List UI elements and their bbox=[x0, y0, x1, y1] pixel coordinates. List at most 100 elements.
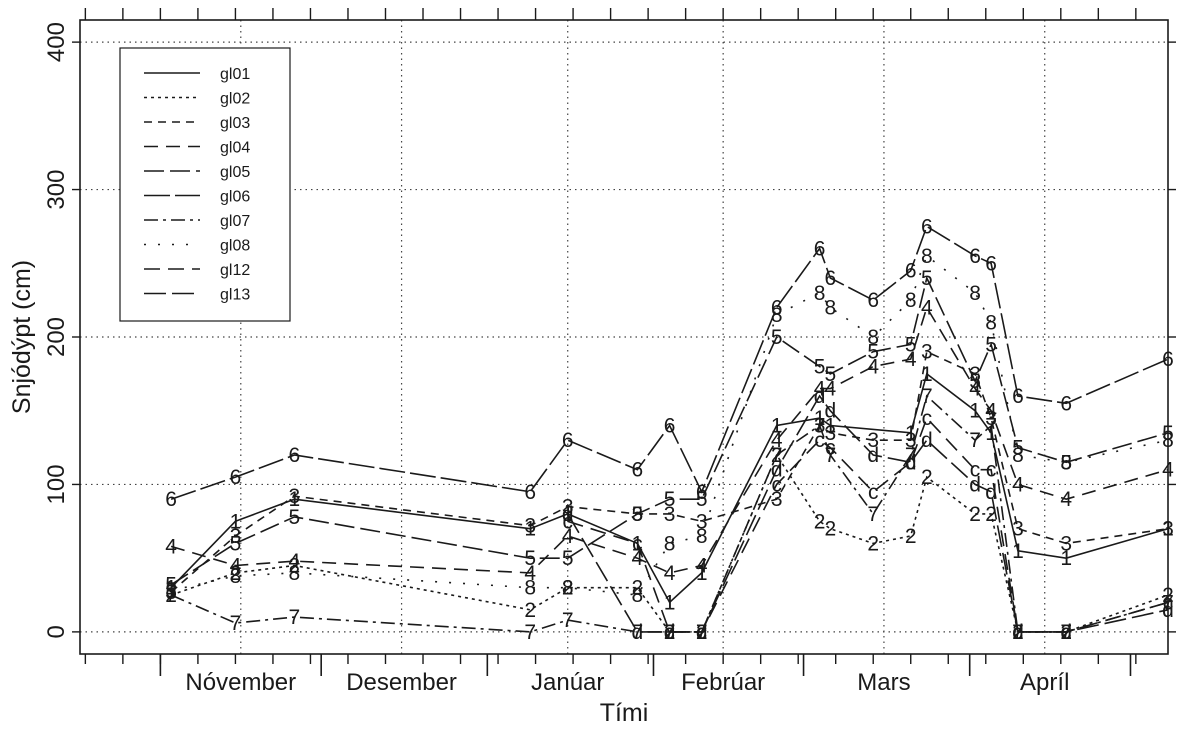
marker-gl01: 1 bbox=[230, 510, 242, 533]
marker-gl04: 4 bbox=[632, 547, 644, 570]
marker-gl13: d bbox=[664, 621, 676, 644]
marker-gl03: 3 bbox=[524, 515, 536, 538]
marker-gl07: 7 bbox=[1060, 621, 1072, 644]
marker-gl02: 2 bbox=[632, 577, 644, 600]
marker-gl07: 7 bbox=[905, 444, 917, 467]
series-line-gl06 bbox=[170, 225, 1169, 500]
marker-gl03: 3 bbox=[664, 503, 676, 526]
marker-gl02: 2 bbox=[1060, 621, 1072, 644]
marker-gl12: c bbox=[970, 459, 981, 482]
marker-gl13: d bbox=[905, 451, 917, 474]
marker-gl01: 1 bbox=[289, 488, 301, 511]
marker-gl06: 6 bbox=[524, 481, 536, 504]
marker-gl03: 3 bbox=[969, 363, 981, 386]
marker-gl07: 7 bbox=[969, 429, 981, 452]
marker-gl07: 7 bbox=[165, 584, 177, 607]
marker-gl07: 7 bbox=[814, 414, 826, 437]
legend-label-gl13: gl13 bbox=[220, 287, 250, 304]
marker-gl13: d bbox=[696, 621, 708, 644]
marker-gl13: d bbox=[825, 400, 837, 423]
marker-gl02: 2 bbox=[230, 562, 242, 585]
marker-gl12: c bbox=[1061, 621, 1072, 644]
marker-gl03: 3 bbox=[771, 488, 783, 511]
x-month-label: Janúar bbox=[531, 669, 604, 696]
marker-gl04: 4 bbox=[696, 555, 708, 578]
marker-gl03: 3 bbox=[1012, 518, 1024, 541]
marker-gl05: 5 bbox=[230, 532, 242, 555]
marker-gl01: 1 bbox=[814, 407, 826, 430]
marker-gl01: 1 bbox=[562, 503, 574, 526]
y-tick-label: 300 bbox=[43, 170, 70, 210]
marker-gl08: 8 bbox=[825, 297, 837, 320]
legend-label-gl07: gl07 bbox=[220, 213, 250, 230]
marker-gl06: 6 bbox=[696, 481, 708, 504]
marker-gl08: 8 bbox=[524, 577, 536, 600]
marker-gl02: 2 bbox=[969, 503, 981, 526]
marker-gl04: 4 bbox=[1060, 488, 1072, 511]
marker-gl02: 2 bbox=[524, 599, 536, 622]
marker-gl05: 5 bbox=[814, 355, 826, 378]
marker-gl13: d bbox=[632, 621, 644, 644]
marker-gl02: 2 bbox=[867, 532, 879, 555]
y-axis-title: Snjódýpt (cm) bbox=[8, 260, 36, 414]
marker-gl03: 3 bbox=[1060, 532, 1072, 555]
marker-gl05: 5 bbox=[696, 488, 708, 511]
marker-gl07: 7 bbox=[524, 621, 536, 644]
marker-gl02: 2 bbox=[1012, 621, 1024, 644]
marker-gl01: 1 bbox=[969, 400, 981, 423]
marker-gl03: 3 bbox=[867, 429, 879, 452]
marker-gl06: 6 bbox=[1060, 392, 1072, 415]
marker-gl04: 4 bbox=[867, 355, 879, 378]
x-month-label: Nóvember bbox=[185, 669, 296, 696]
legend-label-gl08: gl08 bbox=[220, 238, 250, 255]
marker-gl08: 8 bbox=[985, 311, 997, 334]
marker-gl08: 8 bbox=[867, 326, 879, 349]
marker-gl07: 7 bbox=[1012, 621, 1024, 644]
y-tick-label: 0 bbox=[43, 625, 70, 638]
marker-gl07: 7 bbox=[289, 606, 301, 629]
series-line-gl05 bbox=[170, 275, 1169, 586]
marker-gl07: 7 bbox=[632, 621, 644, 644]
marker-gl06: 6 bbox=[165, 488, 177, 511]
marker-gl08: 8 bbox=[771, 304, 783, 327]
marker-gl07: 7 bbox=[664, 621, 676, 644]
marker-gl01: 1 bbox=[696, 562, 708, 585]
series-line-gl13 bbox=[567, 394, 1169, 633]
marker-gl01: 1 bbox=[825, 414, 837, 437]
marker-gl13: d bbox=[969, 473, 981, 496]
marker-gl04: 4 bbox=[969, 378, 981, 401]
marker-gl02: 2 bbox=[289, 555, 301, 578]
legend-label-gl03: gl03 bbox=[220, 115, 250, 132]
marker-gl02: 2 bbox=[985, 503, 997, 526]
marker-gl07: 7 bbox=[985, 414, 997, 437]
legend-label-gl05: gl05 bbox=[220, 164, 250, 181]
marker-gl05: 5 bbox=[969, 370, 981, 393]
marker-gl06: 6 bbox=[905, 260, 917, 283]
marker-gl02: 2 bbox=[814, 510, 826, 533]
legend: gl01 gl02 gl03 gl04 gl05 gl06 gl07 gl08 gl12 gl13 bbox=[119, 47, 291, 322]
marker-gl02: 2 bbox=[905, 525, 917, 548]
marker-gl01: 1 bbox=[524, 518, 536, 541]
marker-gl07: 7 bbox=[825, 444, 837, 467]
x-month-label: Febrúar bbox=[681, 669, 765, 696]
marker-gl02: 2 bbox=[921, 466, 933, 489]
marker-gl04: 4 bbox=[165, 535, 177, 558]
marker-gl13: d bbox=[867, 444, 879, 467]
marker-gl02: 2 bbox=[825, 518, 837, 541]
x-month-label: Mars bbox=[857, 669, 910, 696]
series-lines bbox=[170, 225, 1169, 633]
marker-gl06: 6 bbox=[1012, 385, 1024, 408]
marker-gl04: 4 bbox=[524, 562, 536, 585]
marker-gl01: 1 bbox=[905, 422, 917, 445]
marker-gl06: 6 bbox=[289, 444, 301, 467]
marker-gl13: d bbox=[771, 459, 783, 482]
marker-gl08: 8 bbox=[1012, 444, 1024, 467]
marker-gl05: 5 bbox=[165, 574, 177, 597]
marker-gl12: c bbox=[696, 621, 707, 644]
marker-gl13: d bbox=[985, 481, 997, 504]
marker-gl12: c bbox=[632, 532, 643, 555]
marker-gl04: 4 bbox=[1012, 473, 1024, 496]
marker-gl06: 6 bbox=[814, 238, 826, 261]
marker-gl07: 7 bbox=[771, 444, 783, 467]
